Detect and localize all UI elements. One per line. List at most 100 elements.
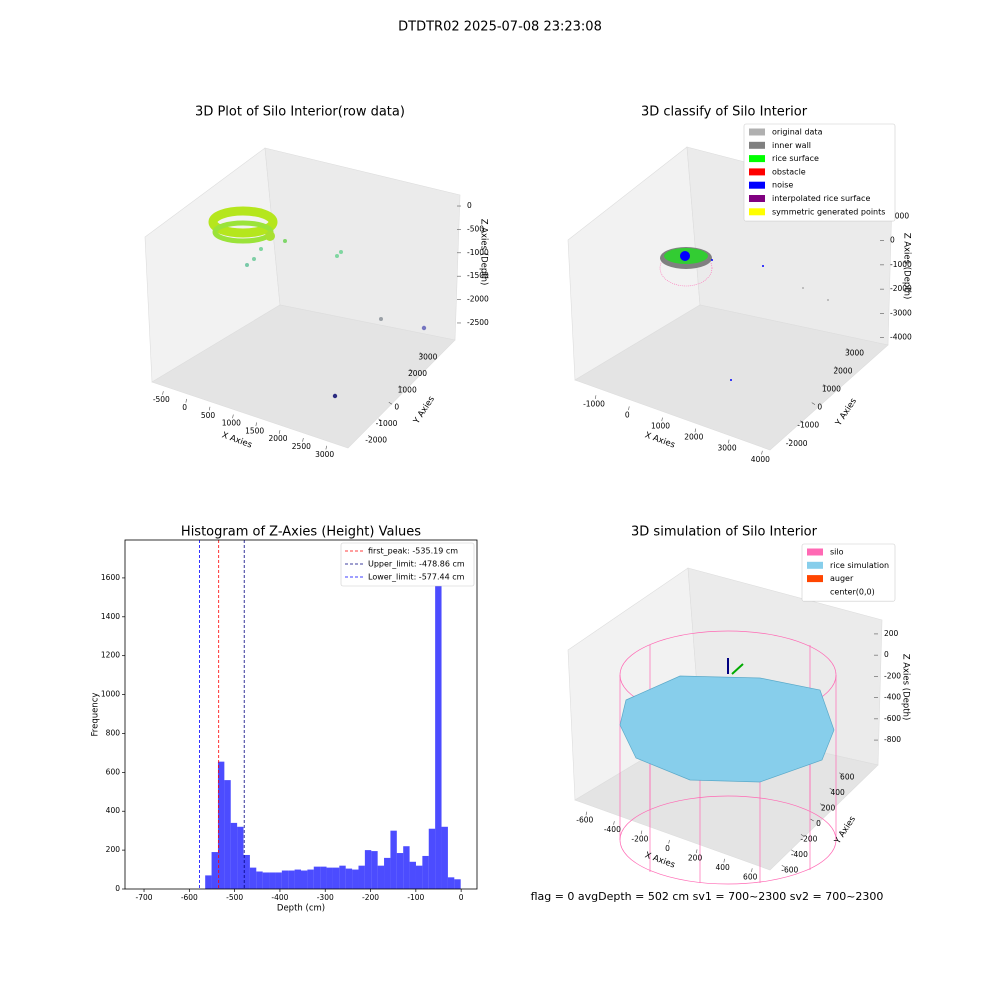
tick-mark <box>378 418 382 422</box>
bar <box>415 865 423 889</box>
bar <box>256 871 263 889</box>
x-tick-label: 2500 <box>292 442 311 451</box>
bar <box>422 855 429 889</box>
bar <box>326 867 333 889</box>
x-tick-label: -400 <box>271 893 288 902</box>
legend-swatch <box>749 208 765 216</box>
chart-title: Histogram of Z-Axies (Height) Values <box>181 525 421 540</box>
tick-mark <box>640 830 643 835</box>
tick-mark <box>819 803 824 806</box>
x-tick-label: 1500 <box>245 426 264 435</box>
tick-mark <box>613 821 615 825</box>
z-tick-label: -4000 <box>890 333 912 342</box>
tick-mark <box>585 811 588 816</box>
y-tick-label: 2000 <box>833 366 852 375</box>
legend-label: Upper_limit: -478.86 cm <box>368 560 465 569</box>
point-cloud <box>208 206 427 399</box>
x-tick-label: 1000 <box>222 419 241 428</box>
x-tick-label: -600 <box>181 893 198 902</box>
legend-swatch <box>749 141 765 149</box>
bar <box>281 870 289 889</box>
y-tick-label: 2000 <box>408 369 427 378</box>
x-tick-label: -100 <box>407 893 424 902</box>
x-tick-label: 4000 <box>751 455 770 464</box>
tick-mark <box>162 391 164 395</box>
legend-label: original data <box>772 128 823 137</box>
x-tick-label: 1000 <box>651 422 670 431</box>
tick-mark <box>419 352 424 355</box>
tick-mark <box>781 865 786 868</box>
x-tick-label: 200 <box>688 853 703 862</box>
legend-swatch <box>807 575 823 583</box>
z-tick-label: -1000 <box>890 260 912 269</box>
bar <box>364 850 372 889</box>
tick-mark <box>811 402 816 405</box>
bar <box>294 869 301 889</box>
tick-mark <box>232 414 234 419</box>
y-tick-label: 0 <box>394 402 399 411</box>
bar <box>454 879 461 889</box>
x-tick-label: 2000 <box>268 434 287 443</box>
z-tick-label: -3000 <box>890 308 912 317</box>
tick-mark <box>846 348 850 351</box>
x-tick-label: 3000 <box>315 450 334 459</box>
bar <box>358 865 365 889</box>
x-tick-label: -400 <box>604 825 621 834</box>
legend-label: silo <box>830 548 844 557</box>
legend-label: inner wall <box>772 141 811 150</box>
chart-title: 3D simulation of Silo Interior <box>631 525 818 540</box>
legend-label: interpolated rice surface <box>772 194 870 203</box>
bar <box>409 861 416 889</box>
bar <box>435 554 442 889</box>
bar <box>332 867 340 889</box>
z-tick-label: 0 <box>890 236 895 245</box>
z-axis-label: Z Axies (Depth) <box>902 233 912 300</box>
tick-mark <box>834 366 839 369</box>
legend-label: Lower_limit: -577.44 cm <box>368 573 465 582</box>
z-tick-label: 0 <box>884 650 889 659</box>
legend-label: auger <box>830 574 854 583</box>
bar <box>243 854 250 889</box>
y-tick-label: -2000 <box>786 439 808 448</box>
bar <box>428 828 436 889</box>
bar <box>288 870 295 889</box>
bar <box>249 867 257 889</box>
legend-swatch <box>749 155 765 163</box>
chart-title: 3D Plot of Silo Interior(row data) <box>195 105 405 120</box>
bar <box>339 865 346 889</box>
z-tick-label: -500 <box>467 224 484 233</box>
bar <box>211 852 218 889</box>
figure-title: DTDTR02 2025-07-08 23:23:08 <box>398 20 602 35</box>
legend-label: noise <box>772 181 793 190</box>
y-tick-label: 600 <box>106 767 121 776</box>
bar <box>396 853 404 889</box>
x-tick-label: -500 <box>226 893 243 902</box>
bar <box>217 761 225 889</box>
x-tick-label: -700 <box>136 893 153 902</box>
tick-mark <box>302 437 304 442</box>
bar <box>313 866 321 889</box>
y-tick-label: 1200 <box>101 651 120 660</box>
z-axis-label: Z Axies (Depth) <box>479 219 489 286</box>
status-text: flag = 0 avgDepth = 502 cm sv1 = 700~230… <box>531 890 884 903</box>
y-tick-label: 600 <box>840 773 855 782</box>
tick-mark <box>208 406 211 411</box>
legend-box <box>801 543 896 602</box>
z-tick-label: -1000 <box>467 248 489 257</box>
legend-swatch <box>807 548 823 556</box>
tick-mark <box>800 420 804 423</box>
y-tick-label: 200 <box>106 845 121 854</box>
y-tick-label: 0 <box>115 884 120 893</box>
legend-swatch <box>749 128 765 136</box>
tick-mark <box>388 402 393 405</box>
x-tick-label: 400 <box>715 863 730 872</box>
y-tick-label: -1000 <box>797 421 819 430</box>
z-tick-label: 0 <box>467 201 472 210</box>
tick-mark <box>325 445 327 450</box>
x-tick-label: 0 <box>182 403 187 412</box>
bar <box>275 872 282 889</box>
legend-box <box>340 542 475 587</box>
x-tick-label: 0 <box>459 893 464 902</box>
y-tick-label: 400 <box>106 806 121 815</box>
x-tick-label: 0 <box>665 844 670 853</box>
